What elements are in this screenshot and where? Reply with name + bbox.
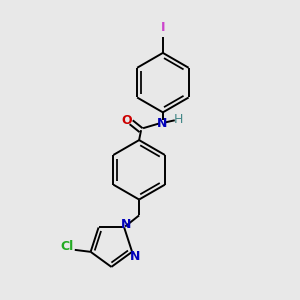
Text: H: H [174,113,183,126]
Text: N: N [121,218,131,231]
Text: Cl: Cl [60,240,74,254]
Text: O: O [121,114,131,127]
Text: I: I [160,21,165,34]
Text: N: N [130,250,140,263]
Text: N: N [157,117,167,130]
